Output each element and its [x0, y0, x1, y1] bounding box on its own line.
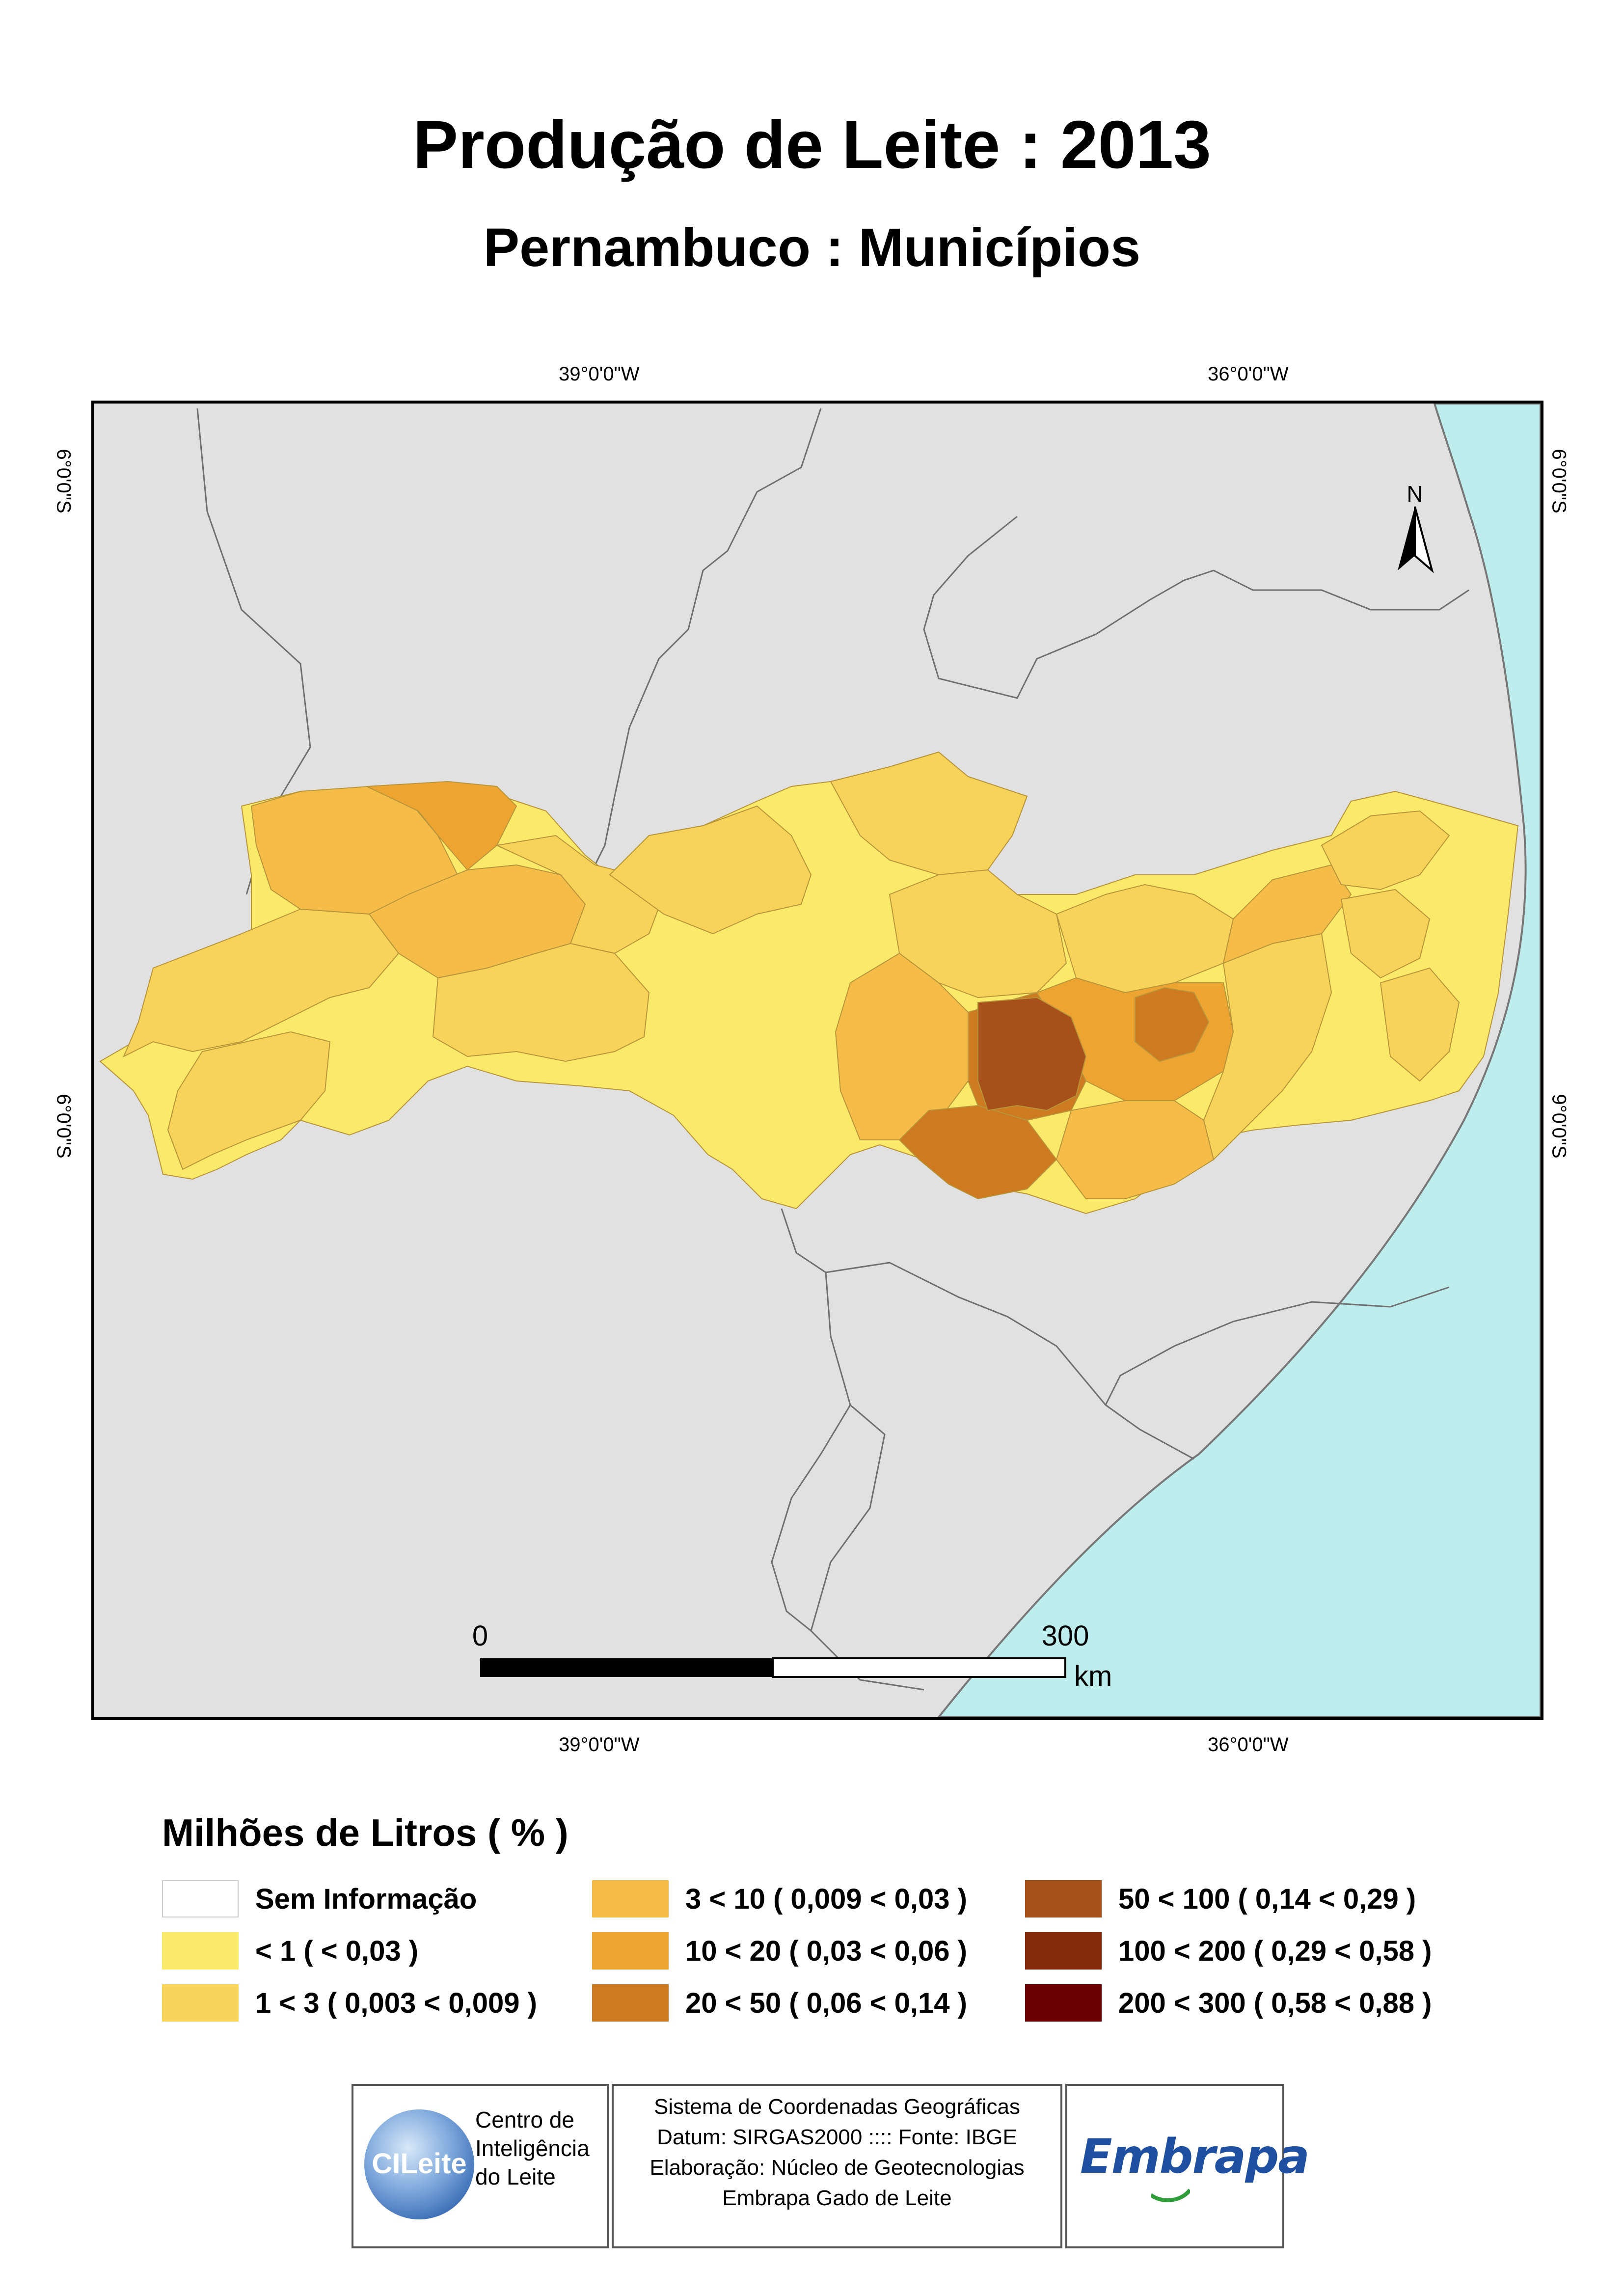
legend-swatch-200-300 [1025, 1984, 1102, 2022]
cileite-name: Centro de Inteligência do Leite [475, 2106, 590, 2191]
scale-bar-start-label: 0 [472, 1620, 488, 1652]
legend-item-100-200: 100 < 200 ( 0,29 < 0,58 ) [1025, 1932, 1432, 1970]
cileite-logo-text: CILeite [372, 2148, 466, 2180]
graticule-label-top-39w: 39°0'0"W [559, 363, 640, 385]
legend-item-10-20: 10 < 20 ( 0,03 < 0,06 ) [592, 1932, 967, 1970]
legend-title: Milhões de Litros ( % ) [162, 1811, 568, 1854]
municipio-area-16 [1135, 987, 1210, 1062]
cileite-line-2: Inteligência [475, 2135, 590, 2161]
legend-swatch-lt1 [162, 1932, 239, 1970]
municipio-area-19 [1222, 864, 1352, 964]
scale-bar-segment-1 [480, 1658, 773, 1677]
legend-item-200-300: 200 < 300 ( 0,58 < 0,88 ) [1025, 1984, 1432, 2022]
legend-label: 1 < 3 ( 0,003 < 0,009 ) [255, 1987, 537, 2019]
ocean [937, 404, 1541, 1717]
legend-item-lt1: < 1 ( < 0,03 ) [162, 1932, 418, 1970]
graticule-label-bottom-39w: 39°0'0"W [559, 1734, 640, 1755]
scale-bar-segment-2 [772, 1657, 1066, 1678]
legend-item-sem-informacao: Sem Informação [162, 1880, 477, 1917]
municipio-area-7 [609, 805, 812, 935]
cileite-line-3: do Leite [475, 2164, 556, 2189]
legend-swatch-3-10 [592, 1880, 669, 1917]
graticule-label-top-36w: 36°0'0"W [1208, 363, 1289, 385]
north-arrow: N [1398, 481, 1434, 573]
info-text: Sistema de Coordenadas Geográficas Datum… [614, 2086, 1060, 2214]
embrapa-box: Embrapa [1065, 2084, 1310, 2248]
north-arrow-left-half [1398, 507, 1415, 570]
municipio-area-22 [1380, 967, 1460, 1082]
legend-label: < 1 ( < 0,03 ) [255, 1935, 419, 1967]
municipio-area-6 [495, 835, 665, 954]
legend-swatch-100-200 [1025, 1932, 1102, 1970]
scale-bar-end-label: 300 [1042, 1620, 1089, 1652]
legend-label: Sem Informação [255, 1883, 477, 1915]
legend-swatch-20-50 [592, 1984, 669, 2022]
graticule-label-right-6s: 6°0'0"S [1548, 449, 1570, 513]
legend-item-1-3: 1 < 3 ( 0,003 < 0,009 ) [162, 1984, 537, 2022]
legend-item-50-100: 50 < 100 ( 0,14 < 0,29 ) [1025, 1880, 1416, 1917]
legend-item-3-10: 3 < 10 ( 0,009 < 0,03 ) [592, 1880, 967, 1917]
info-line-3: Elaboração: Núcleo de Geotecnologias [650, 2156, 1025, 2180]
legend-swatch-sem-informacao [162, 1880, 239, 1917]
legend-item-20-50: 20 < 50 ( 0,06 < 0,14 ) [592, 1984, 967, 2022]
municipalities [99, 751, 1519, 1215]
municipio-area-8 [432, 943, 650, 1062]
cileite-line-1: Centro de [475, 2107, 575, 2133]
graticule-label-bottom-36w: 36°0'0"W [1208, 1734, 1289, 1755]
legend-swatch-1-3 [162, 1984, 239, 2022]
scale-bar-unit-label: km [1074, 1660, 1112, 1692]
graticule-label-right-9s: 9°0'0"S [1548, 1094, 1570, 1159]
legend-swatch-10-20 [592, 1932, 669, 1970]
legend-label: 10 < 20 ( 0,03 < 0,06 ) [685, 1935, 967, 1967]
legend-label: 200 < 300 ( 0,58 < 0,88 ) [1118, 1987, 1432, 2019]
info-box: Sistema de Coordenadas Geográficas Datum… [612, 2084, 1062, 2248]
map-frame[interactable]: N 0 300 km [91, 401, 1543, 1720]
municipio-area-17 [1056, 1100, 1215, 1199]
north-arrow-right-half [1414, 506, 1434, 573]
pernambuco-map: N 0 300 km [94, 404, 1541, 1717]
legend-swatch-50-100 [1025, 1880, 1102, 1917]
info-line-4: Embrapa Gado de Leite [722, 2186, 952, 2210]
legend-label: 100 < 200 ( 0,29 < 0,58 ) [1118, 1935, 1432, 1967]
info-line-2: Datum: SIRGAS2000 :::: Fonte: IBGE [657, 2125, 1017, 2149]
municipio-area-20 [1321, 810, 1450, 891]
cileite-box: CILeite Centro de Inteligência do Leite [352, 2084, 609, 2248]
scale-bar: 0 300 km [472, 1620, 1112, 1692]
embrapa-logo: Embrapa [1080, 2129, 1310, 2184]
municipio-area-15 [898, 1105, 1057, 1200]
legend-label: 50 < 100 ( 0,14 < 0,29 ) [1118, 1883, 1416, 1915]
municipio-area-2 [167, 1031, 331, 1170]
embrapa-logo-swoosh-icon [1151, 2188, 1190, 2202]
municipio-area-9 [830, 751, 1028, 876]
map-title: Produção de Leite : 2013 [413, 107, 1211, 183]
municipio-area-highest-1 [977, 997, 1087, 1111]
municipio-area-21 [1340, 889, 1431, 979]
graticule-label-left-6s: 6°0'0"S [53, 449, 75, 513]
legend-label: 3 < 10 ( 0,009 < 0,03 ) [685, 1883, 967, 1915]
info-line-1: Sistema de Coordenadas Geográficas [654, 2095, 1020, 2119]
legend-label: 20 < 50 ( 0,06 < 0,14 ) [685, 1987, 967, 2019]
graticule-label-left-9s: 6°0'0"S [53, 1094, 75, 1159]
cileite-logo-icon: CILeite [364, 2109, 474, 2219]
map-subtitle: Pernambuco : Municípios [483, 217, 1141, 278]
north-arrow-label: N [1407, 481, 1423, 507]
